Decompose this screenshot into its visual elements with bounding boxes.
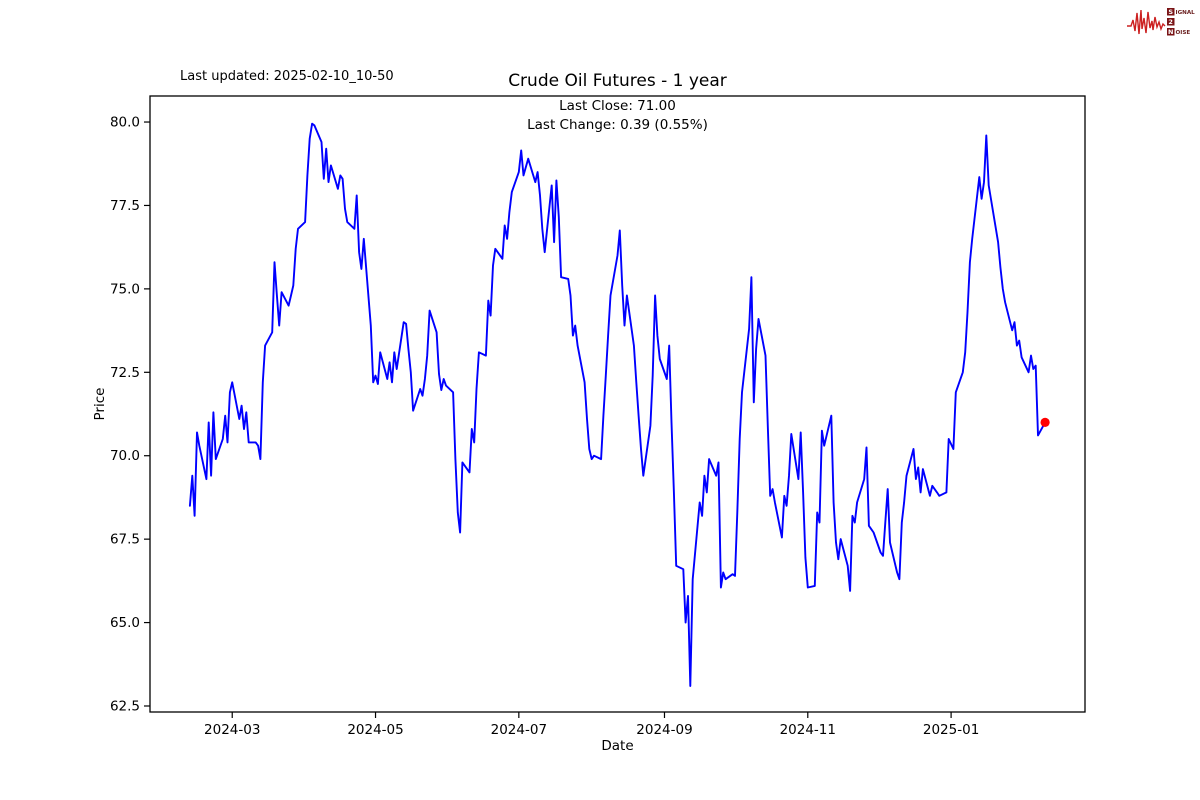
- chart-subtitle: Last Close: 71.00 Last Change: 0.39 (0.5…: [150, 97, 1085, 135]
- waveform-icon: [1127, 9, 1166, 35]
- plot-border: [149, 95, 1086, 713]
- x-axis-label: Date: [601, 738, 634, 754]
- logo-text-oise: OISE: [1176, 30, 1191, 36]
- x-tick-label: 2024-05: [347, 722, 403, 738]
- logo-text-ignal: IGNAL: [1176, 10, 1196, 16]
- y-tick-label: 62.5: [110, 698, 140, 714]
- logo-letter-n: N: [1168, 28, 1173, 36]
- chart-title: Crude Oil Futures - 1 year: [508, 71, 727, 91]
- y-tick-label: 77.5: [110, 198, 140, 214]
- y-tick-label: 67.5: [110, 532, 140, 548]
- x-tick-label: 2024-03: [204, 722, 260, 738]
- last-updated-text: Last updated: 2025-02-10_10-50: [180, 69, 394, 84]
- x-tick-label: 2024-09: [636, 722, 692, 738]
- price-line: [188, 122, 1047, 687]
- signal-2-noise-logo: S IGNAL 2 N OISE: [1127, 8, 1195, 36]
- last-change-text: Last Change: 0.39 (0.55%): [527, 117, 708, 133]
- last-close-marker: [1040, 417, 1050, 427]
- logo-row-noise: N OISE: [1167, 28, 1190, 36]
- y-tick-label: 80.0: [110, 115, 140, 131]
- x-tick-label: 2025-01: [923, 722, 979, 738]
- logo-row-signal: S IGNAL: [1167, 8, 1195, 16]
- x-tick-label: 2024-11: [780, 722, 836, 738]
- logo-letter-2: 2: [1168, 18, 1173, 26]
- x-tick-label: 2024-07: [491, 722, 547, 738]
- y-tick-label: 70.0: [110, 448, 140, 464]
- last-close-text: Last Close: 71.00: [559, 98, 676, 114]
- y-tick-label: 72.5: [110, 365, 140, 381]
- logo-row-2: 2: [1167, 18, 1175, 26]
- y-tick-label: 75.0: [110, 281, 140, 297]
- logo-letter-s: S: [1168, 8, 1173, 16]
- y-tick-label: 65.0: [110, 615, 140, 631]
